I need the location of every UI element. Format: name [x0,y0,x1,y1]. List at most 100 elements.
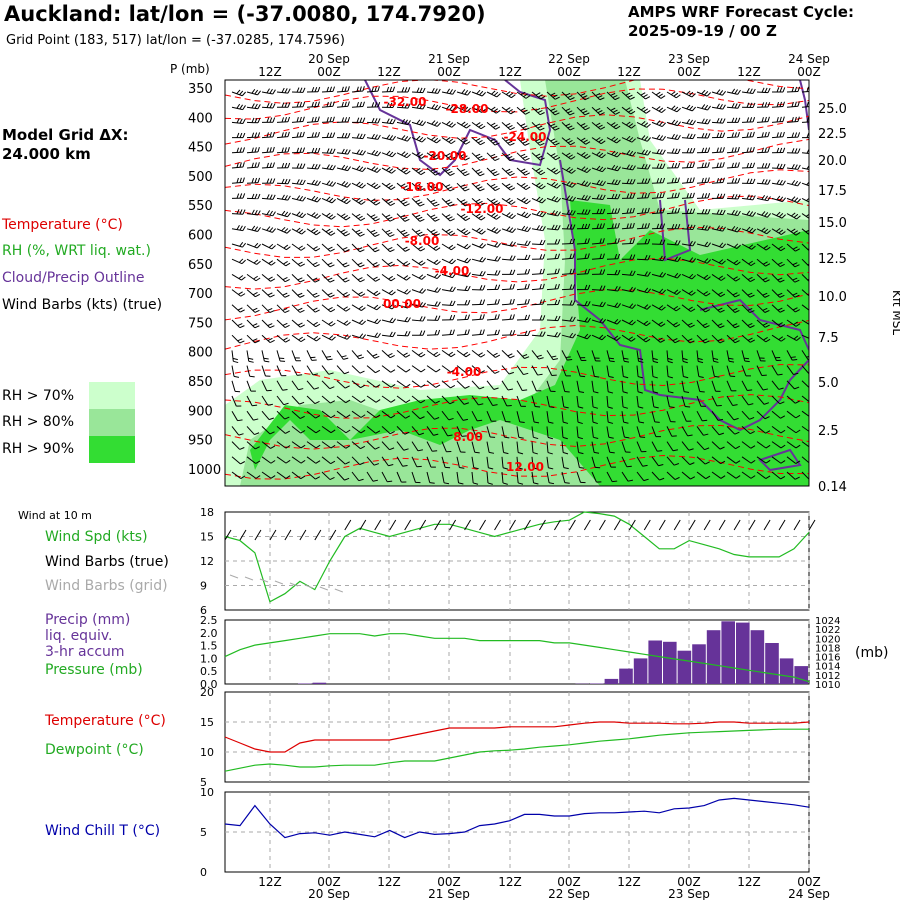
wind-barb-staff [651,334,661,343]
wind-barb [291,471,306,480]
wind-barb-feather [404,136,409,141]
wind-barb-feather [436,261,441,265]
wind-barb-feather [240,293,246,297]
temperature-contour-label: 12.00 [506,460,544,474]
wind-barb [786,101,800,108]
wind-barb-staff [501,380,509,391]
wind-barb-feather [432,186,438,190]
wind-barb-staff [441,273,453,279]
wind-barb-feather [370,182,376,187]
wind-barb-feather [541,185,546,190]
wind-barb [231,242,247,248]
wind-barb-feather [236,147,240,153]
wind-barb-feather [299,294,305,298]
surface-wind-barb [359,519,367,531]
wind-barb [426,410,440,420]
wind-barb-staff [306,319,317,328]
wind-barb-staff [396,365,407,373]
wind-barb [621,270,636,276]
wind-barb-staff [366,395,377,403]
wind-barb-feather [358,478,364,482]
wind-barb-feather [686,208,690,214]
wind-barb-feather [327,358,333,361]
wind-barb-feather [623,376,629,379]
surface-wind-barb [793,519,801,531]
wind-barb-feather [782,87,786,93]
wind-barb-feather [548,467,554,470]
wind-barb-feather [707,209,711,215]
wind-barb-feather [490,183,496,187]
wind-barb-feather [623,421,629,424]
wind-barb-feather [415,199,421,203]
wind-barb-feather [461,105,466,110]
wind-barb-feather [720,293,726,297]
wind-barb [426,365,441,373]
wind-barb [396,471,407,483]
wind-barb-feather [390,202,396,206]
wind-barb [276,147,290,154]
wind-barb-feather [614,286,618,291]
wind-barb-feather [251,162,254,168]
wind-barb [366,456,380,466]
wind-barb [306,212,321,219]
wind-barb-feather [598,152,604,157]
wind-barb [231,89,247,97]
wind-barb-feather [508,199,514,204]
wind-barb [276,102,291,108]
wind-barb-staff [666,426,673,437]
wind-barb [756,304,770,313]
wind-barb-feather [744,360,750,363]
wind-barb-staff [726,441,736,450]
wind-barb [306,319,321,328]
wind-barb-feather [652,357,658,361]
wind-barb-feather [437,105,441,111]
wind-barb-staff [591,426,594,438]
wind-barb-staff [231,258,243,265]
wind-barb [756,441,771,449]
wind-barb-staff [291,258,301,267]
wind-barb-staff [666,471,676,480]
wind-barb-feather [595,122,601,127]
wind-barb [801,164,809,171]
wind-barb-staff [681,289,692,296]
wind-barb [561,365,571,377]
wind-barb-feather [269,117,273,123]
wind-barb-feather [611,193,615,199]
wind-barb-staff [366,380,377,388]
wind-barb [606,91,620,101]
wind-barb-staff [471,365,481,374]
wind-barb-feather [717,323,723,327]
wind-barb-feather [764,163,768,169]
wind-barb-feather [494,329,497,335]
wind-barb-feather [713,360,719,363]
wind-barb-feather [433,137,439,142]
wind-barb-feather [646,123,651,128]
wind-barb-feather [452,314,456,320]
wind-barb [546,315,561,322]
wind-barb-staff [531,395,536,407]
wind-barb [396,118,411,126]
wind-barb [426,395,440,404]
wind-barb-feather [626,178,630,184]
wind-barb [681,441,694,451]
wind-barb-feather [373,463,380,466]
wind-barb-staff [261,334,271,343]
wind-barb-feather [497,314,500,320]
wind-barb [486,227,501,234]
wind-barb [531,426,539,440]
wind-barb-staff [741,426,751,435]
wind-barb-staff [261,258,272,266]
wind-barb-feather [539,142,545,146]
wind-barb [486,167,500,177]
wind-barb-feather [434,400,440,404]
wind-barb-feather [509,314,512,320]
wind-barb-feather [810,87,811,92]
wind-barb-feather [567,110,573,114]
wind-barb-feather [689,257,694,262]
wind-barb-staff [786,319,797,327]
wind-barb-feather [555,170,561,175]
wind-barb-feather [701,132,705,138]
wind-barb-feather [701,162,704,168]
wind-barb-staff [246,258,257,265]
wind-barb [786,334,801,341]
